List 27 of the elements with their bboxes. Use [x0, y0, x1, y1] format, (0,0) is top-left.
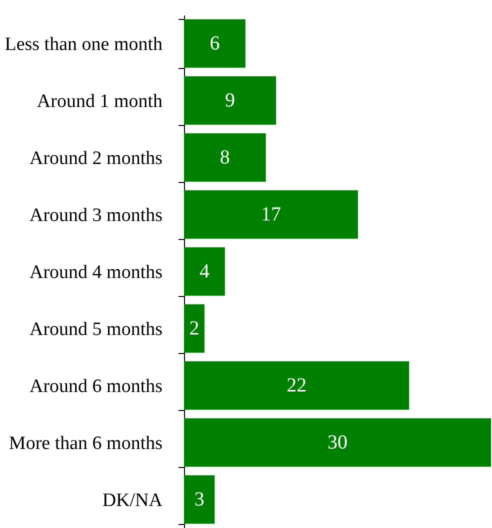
y-tick-label: Around 2 months: [30, 148, 162, 169]
data-label: 9: [225, 90, 236, 112]
y-tick-label: Around 1 month: [36, 91, 163, 112]
data-label: 6: [210, 32, 220, 54]
data-label: 3: [194, 488, 204, 510]
bar: [184, 76, 276, 125]
y-tick-label: Less than one month: [4, 34, 163, 55]
bar: [184, 418, 491, 467]
y-tick-label: More than 6 months: [8, 433, 162, 454]
y-tick-label: Around 3 months: [30, 205, 162, 226]
bar: [184, 19, 246, 68]
bar: [184, 361, 410, 410]
bar: [184, 133, 266, 182]
data-label: 17: [260, 204, 281, 226]
bar: [184, 247, 225, 296]
y-tick-label: Around 4 months: [30, 262, 162, 283]
bar: [184, 190, 358, 239]
y-tick-label: DK/NA: [102, 490, 163, 511]
y-tick-label: Around 5 months: [30, 319, 162, 340]
y-tick-label: Around 6 months: [30, 376, 162, 397]
bar: [184, 304, 204, 353]
data-label: 22: [286, 374, 307, 396]
data-label: 2: [189, 318, 200, 340]
data-label: 8: [220, 146, 230, 168]
bar: [184, 475, 215, 524]
data-label: 30: [328, 432, 348, 454]
data-label: 4: [199, 260, 210, 282]
